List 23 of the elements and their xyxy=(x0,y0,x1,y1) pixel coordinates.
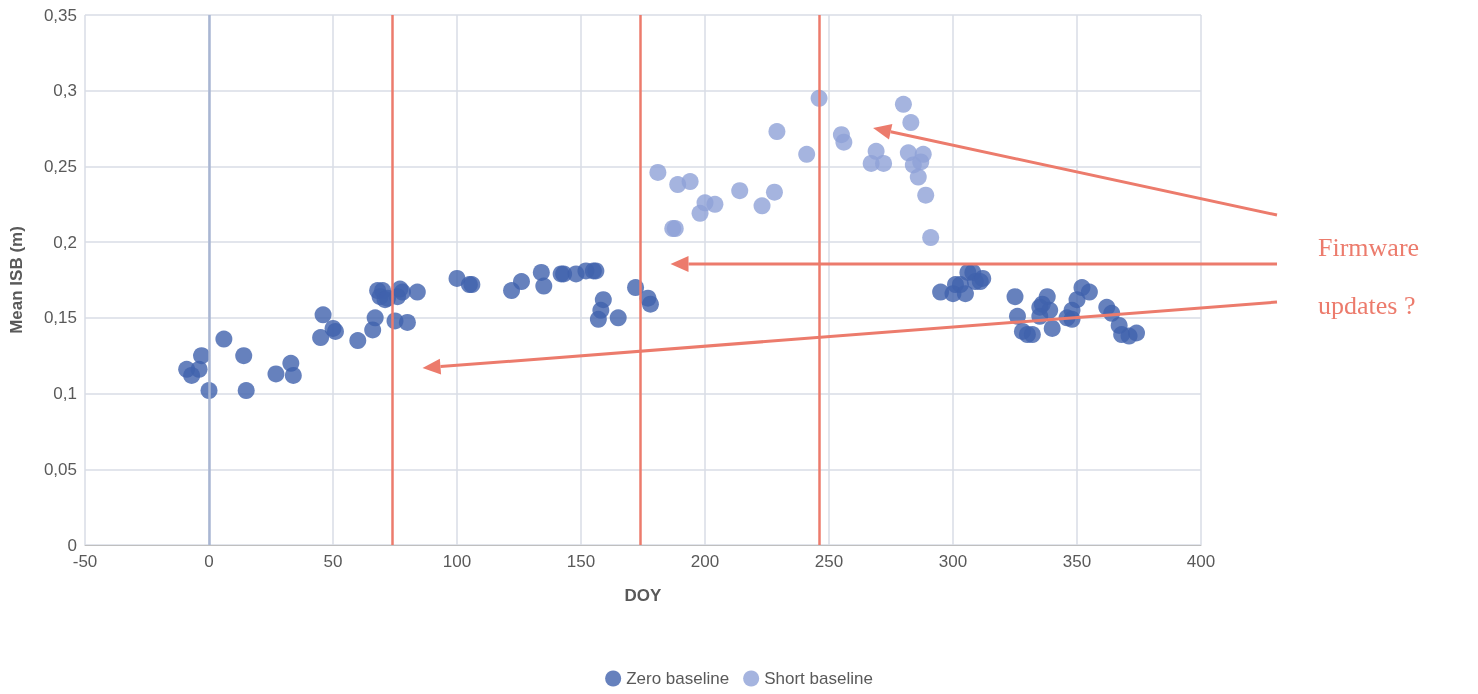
y-tick-label: 0,35 xyxy=(43,5,77,25)
y-tick-label: 0 xyxy=(67,535,77,555)
y-tick-label: 0,1 xyxy=(53,384,77,404)
x-tick-label: 150 xyxy=(566,552,596,571)
x-tick-label: 350 xyxy=(1062,552,1092,571)
legend-label: Short baseline xyxy=(764,669,873,688)
x-tick-label: 50 xyxy=(323,552,343,571)
text: Firmware updates ? xyxy=(1318,232,1420,320)
x-tick-label: 400 xyxy=(1186,552,1216,571)
y-tick-label: 0,3 xyxy=(53,81,77,101)
x-tick-label: 100 xyxy=(442,552,472,571)
x-tick-label: 0 xyxy=(204,552,214,571)
y-tick-label: 0,25 xyxy=(43,156,77,176)
x-tick-label: 200 xyxy=(690,552,720,571)
x-tick-label: 300 xyxy=(938,552,968,571)
legend-label: Zero baseline xyxy=(626,669,730,688)
x-axis-title: DOY xyxy=(624,586,663,605)
y-tick-label: 0,2 xyxy=(53,232,77,252)
x-tick-label: 250 xyxy=(814,552,844,571)
x-tick-label: -50 xyxy=(72,552,98,571)
y-tick-label: 0,15 xyxy=(43,308,77,328)
y-tick-label: 0,05 xyxy=(43,459,77,479)
y-axis-title: Mean ISB (m) xyxy=(7,226,26,334)
